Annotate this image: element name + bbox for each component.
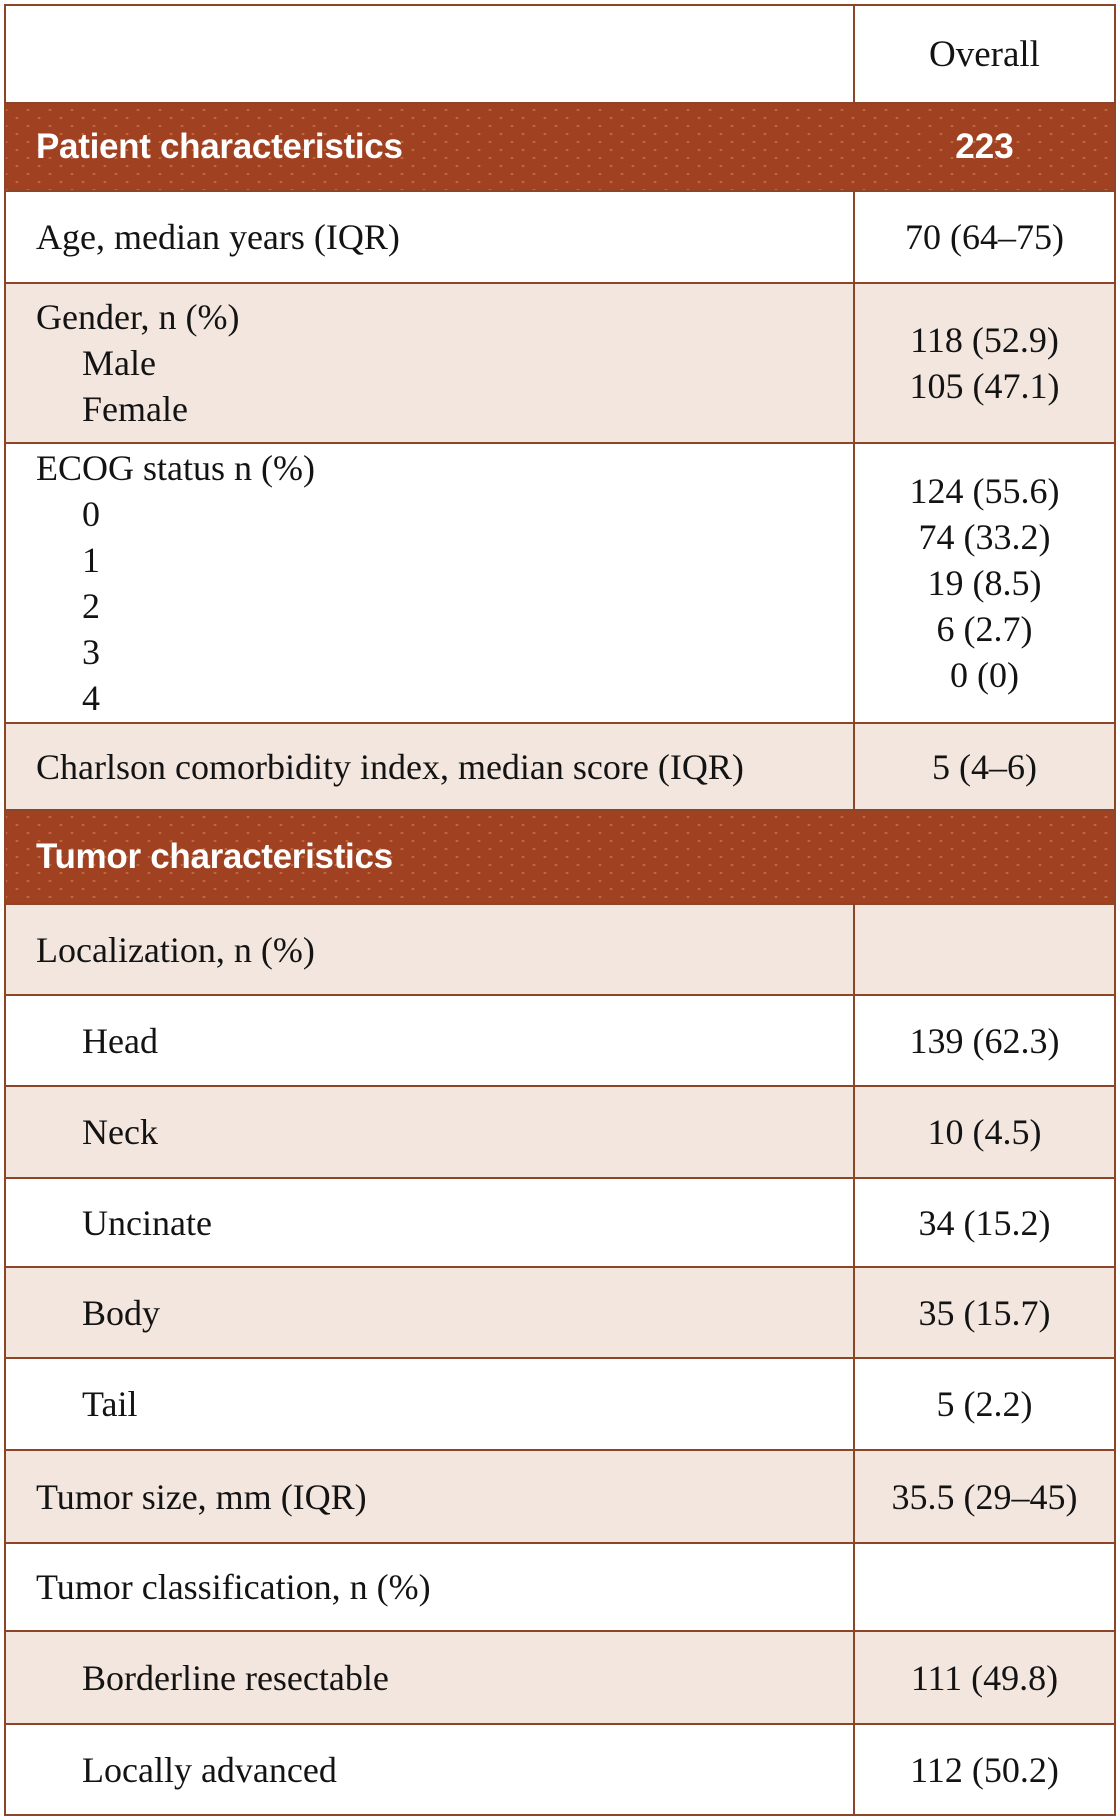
section-title: Patient characteristics [36, 127, 403, 166]
row-label: Neck [82, 1112, 158, 1152]
table-row: Localization, n (%) [6, 903, 1114, 994]
patient-characteristics-table: Overall Patient characteristics 223 Age, m… [4, 4, 1116, 1816]
row-label: 3 [82, 632, 100, 672]
row-value: 10 (4.5) [927, 1112, 1042, 1152]
row-label: Tumor classification, n (%) [36, 1567, 431, 1607]
label-cell: Neck [6, 1087, 855, 1177]
label-cell: Tumor classification, n (%) [6, 1544, 855, 1630]
row-value: 74 (33.2) [918, 517, 1051, 557]
label-cell: Head [6, 996, 855, 1085]
table-row: ECOG status n (%) 0 1 2 3 4 124 (55.6) 74 (33.2… [6, 442, 1114, 722]
row-label: Gender, n (%) [36, 297, 240, 337]
row-value: 5 (4–6) [932, 746, 1037, 787]
value-cell: 112 (50.2) [855, 1725, 1114, 1814]
table-row: Gender, n (%) Male Female 118 (52.9) 105 (47… [6, 282, 1114, 442]
label-cell [6, 6, 855, 102]
row-label: 4 [82, 678, 100, 718]
section-header-row: Tumor characteristics [6, 809, 1114, 903]
section-header-row: Patient characteristics 223 [6, 102, 1114, 190]
row-value: 35.5 (29–45) [891, 1476, 1078, 1517]
row-label: ECOG status n (%) [36, 448, 315, 488]
label-cell: Tumor size, mm (IQR) [6, 1451, 855, 1542]
table-row: Tumor classification, n (%) [6, 1542, 1114, 1630]
row-label: Tumor size, mm (IQR) [36, 1476, 367, 1517]
value-cell: 111 (49.8) [855, 1632, 1114, 1723]
row-label: Male [82, 343, 156, 383]
table-row: Locally advanced 112 (50.2) [6, 1723, 1114, 1814]
value-cell: Overall [855, 6, 1114, 102]
row-value: 6 (2.7) [936, 609, 1033, 649]
table-row: Uncinate 34 (15.2) [6, 1177, 1114, 1266]
row-label: Uncinate [82, 1202, 212, 1243]
value-cell [855, 905, 1114, 994]
row-label: 1 [82, 540, 100, 580]
label-cell: Tail [6, 1359, 855, 1449]
overall-column-header: Overall [929, 33, 1040, 75]
table-row: Age, median years (IQR) 70 (64–75) [6, 190, 1114, 282]
row-label: Borderline resectable [82, 1657, 389, 1698]
value-cell: 34 (15.2) [855, 1179, 1114, 1266]
label-cell: Body [6, 1268, 855, 1357]
row-label: 2 [82, 586, 100, 626]
row-value: 118 (52.9) [910, 320, 1059, 360]
row-value: 19 (8.5) [927, 563, 1042, 603]
label-cell: Uncinate [6, 1179, 855, 1266]
label-cell: Locally advanced [6, 1725, 855, 1814]
label-cell: Patient characteristics [6, 104, 855, 190]
table-row: Head 139 (62.3) [6, 994, 1114, 1085]
value-cell: 35 (15.7) [855, 1268, 1114, 1357]
row-value: 111 (49.8) [910, 1657, 1059, 1698]
row-label: Tail [82, 1384, 138, 1424]
label-cell: ECOG status n (%) 0 1 2 3 4 [6, 444, 855, 722]
value-cell: 124 (55.6) 74 (33.2) 19 (8.5) 6 (2.7) 0 (0) [855, 444, 1114, 722]
table-row: Body 35 (15.7) [6, 1266, 1114, 1357]
table-row: Borderline resectable 111 (49.8) [6, 1630, 1114, 1723]
value-cell [855, 1544, 1114, 1630]
row-value: 124 (55.6) [909, 471, 1060, 511]
row-label: Head [82, 1020, 158, 1061]
section-count: 223 [955, 127, 1014, 166]
row-label: Age, median years (IQR) [36, 217, 400, 257]
label-cell: Charlson comorbidity index, median score… [6, 724, 855, 809]
row-value: 112 (50.2) [910, 1749, 1059, 1790]
row-value: 105 (47.1) [909, 366, 1060, 406]
table-row: Charlson comorbidity index, median score… [6, 722, 1114, 809]
row-value: 139 (62.3) [909, 1020, 1060, 1061]
value-cell: 139 (62.3) [855, 996, 1114, 1085]
value-cell [855, 811, 1114, 903]
table-row: Tumor size, mm (IQR) 35.5 (29–45) [6, 1449, 1114, 1542]
table-row: Neck 10 (4.5) [6, 1085, 1114, 1177]
label-cell: Tumor characteristics [6, 811, 855, 903]
row-value: 70 (64–75) [905, 217, 1064, 257]
value-cell: 223 [855, 104, 1114, 190]
row-value: 35 (15.7) [918, 1292, 1051, 1333]
section-title: Tumor characteristics [36, 837, 393, 876]
row-label: Body [82, 1292, 161, 1333]
value-cell: 5 (4–6) [855, 724, 1114, 809]
row-value: 34 (15.2) [918, 1202, 1051, 1243]
row-label: Locally advanced [82, 1749, 337, 1790]
table-row: Tail 5 (2.2) [6, 1357, 1114, 1449]
row-value: 0 (0) [950, 655, 1019, 695]
value-cell: 5 (2.2) [855, 1359, 1114, 1449]
label-cell: Borderline resectable [6, 1632, 855, 1723]
row-label: 0 [82, 494, 100, 534]
row-label: Charlson comorbidity index, median score… [36, 746, 744, 787]
value-cell: 118 (52.9) 105 (47.1) [855, 284, 1114, 442]
column-header-row: Overall [6, 6, 1114, 102]
row-label: Female [82, 389, 188, 429]
label-cell: Age, median years (IQR) [6, 192, 855, 282]
value-cell: 70 (64–75) [855, 192, 1114, 282]
label-cell: Localization, n (%) [6, 905, 855, 994]
value-cell: 10 (4.5) [855, 1087, 1114, 1177]
row-value: 5 (2.2) [936, 1384, 1033, 1424]
value-cell: 35.5 (29–45) [855, 1451, 1114, 1542]
row-label: Localization, n (%) [36, 929, 315, 970]
label-cell: Gender, n (%) Male Female [6, 284, 855, 442]
